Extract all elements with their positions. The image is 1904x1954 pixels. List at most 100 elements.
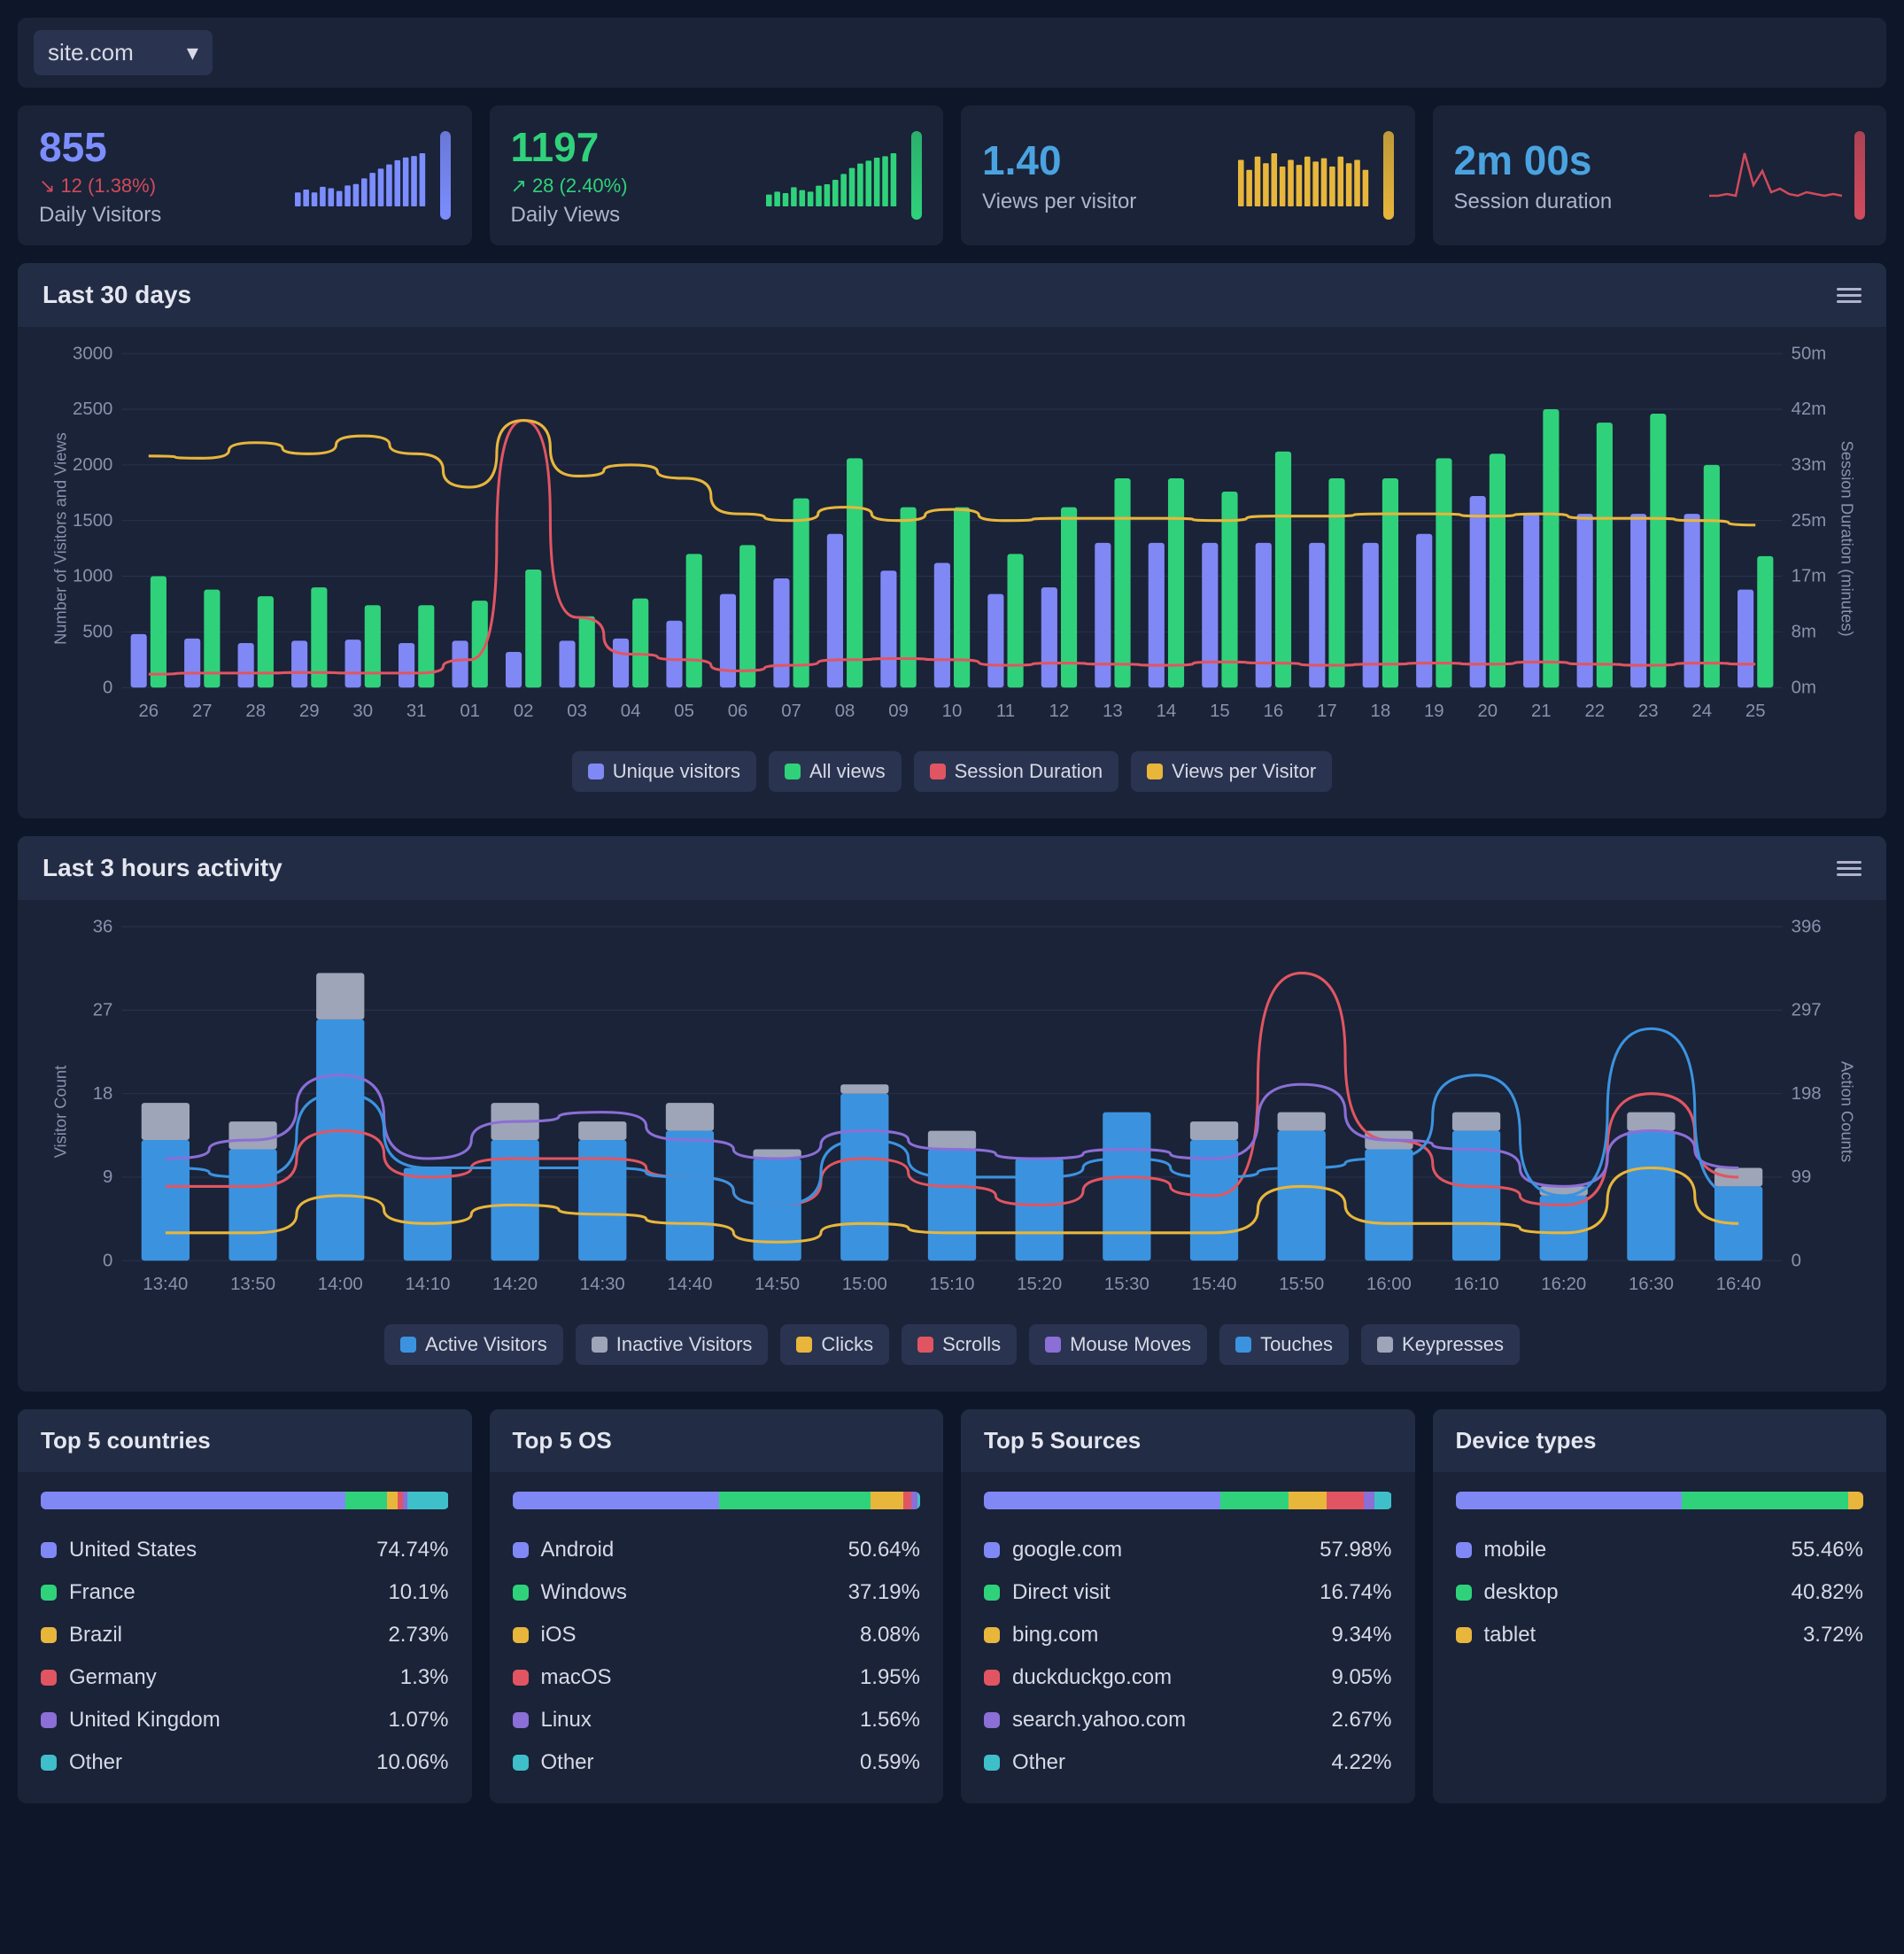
svg-text:31: 31 bbox=[406, 702, 427, 721]
stacked-bar-segment bbox=[1327, 1492, 1364, 1509]
legend-item[interactable]: All views bbox=[769, 751, 902, 792]
list-item-pct: 57.98% bbox=[1320, 1538, 1391, 1562]
legend-item[interactable]: Clicks bbox=[780, 1324, 889, 1365]
legend-item[interactable]: Touches bbox=[1219, 1324, 1349, 1365]
list-item-pct: 74.74% bbox=[376, 1538, 448, 1562]
svg-text:13:40: 13:40 bbox=[143, 1275, 188, 1294]
list-item: google.com 57.98% bbox=[984, 1529, 1392, 1571]
list-item-label: mobile bbox=[1484, 1538, 1792, 1562]
kpi-indicator-bar bbox=[911, 131, 922, 220]
svg-text:14:00: 14:00 bbox=[318, 1275, 363, 1294]
list-item: France 10.1% bbox=[41, 1571, 449, 1614]
kpi-card: 855↘12 (1.38%)Daily Visitors bbox=[18, 105, 472, 245]
stacked-bar-segment bbox=[903, 1492, 911, 1509]
kpi-value: 1.40 bbox=[982, 136, 1238, 184]
list-card: Top 5 OS Android 50.64% Windows 37.19% i… bbox=[490, 1409, 944, 1803]
list-item-pct: 37.19% bbox=[848, 1580, 920, 1605]
list-item-label: bing.com bbox=[1012, 1623, 1331, 1648]
svg-text:15:10: 15:10 bbox=[930, 1275, 975, 1294]
kpi-card: 2m 00sSession duration bbox=[1433, 105, 1887, 245]
list-item: Germany 1.3% bbox=[41, 1656, 449, 1699]
svg-text:15:20: 15:20 bbox=[1017, 1275, 1062, 1294]
list-color-swatch bbox=[1456, 1585, 1472, 1601]
list-item-label: iOS bbox=[541, 1623, 860, 1648]
svg-text:13: 13 bbox=[1103, 702, 1123, 721]
list-item-label: Linux bbox=[541, 1708, 860, 1733]
legend-item[interactable]: Scrolls bbox=[902, 1324, 1017, 1365]
list-item-label: duckduckgo.com bbox=[1012, 1665, 1331, 1690]
legend-item[interactable]: Views per Visitor bbox=[1131, 751, 1332, 792]
list-color-swatch bbox=[41, 1670, 57, 1686]
stacked-bar bbox=[984, 1492, 1392, 1509]
svg-text:16:40: 16:40 bbox=[1716, 1275, 1761, 1294]
legend-item[interactable]: Active Visitors bbox=[384, 1324, 563, 1365]
list-color-swatch bbox=[984, 1585, 1000, 1601]
list-item-label: Germany bbox=[69, 1665, 400, 1690]
panel-3h: Last 3 hours activity 091827360991982973… bbox=[18, 836, 1886, 1392]
svg-text:18: 18 bbox=[1371, 702, 1391, 721]
list-color-swatch bbox=[1456, 1542, 1472, 1558]
legend-item[interactable]: Session Duration bbox=[914, 751, 1119, 792]
svg-text:9: 9 bbox=[103, 1167, 112, 1187]
stacked-bar-segment bbox=[984, 1492, 1220, 1509]
list-item-pct: 4.22% bbox=[1331, 1750, 1391, 1775]
svg-text:42m: 42m bbox=[1792, 399, 1827, 419]
legend-swatch bbox=[592, 1337, 608, 1353]
legend-item[interactable]: Unique visitors bbox=[572, 751, 756, 792]
list-item-label: tablet bbox=[1484, 1623, 1803, 1648]
kpi-label: Daily Views bbox=[511, 203, 767, 228]
svg-text:21: 21 bbox=[1531, 702, 1552, 721]
svg-text:0m: 0m bbox=[1792, 678, 1816, 697]
svg-text:Session Duration (minutes): Session Duration (minutes) bbox=[1838, 441, 1854, 637]
legend-swatch bbox=[1045, 1337, 1061, 1353]
list-title: Top 5 OS bbox=[490, 1409, 944, 1472]
list-item: Windows 37.19% bbox=[513, 1571, 921, 1614]
stacked-bar-segment bbox=[871, 1492, 903, 1509]
top-bar: site.com ▾ bbox=[18, 18, 1886, 88]
legend-item[interactable]: Keypresses bbox=[1361, 1324, 1520, 1365]
list-color-swatch bbox=[41, 1712, 57, 1728]
list-color-swatch bbox=[984, 1542, 1000, 1558]
kpi-sparkline bbox=[295, 144, 428, 206]
legend-swatch bbox=[1147, 764, 1163, 779]
list-item: iOS 8.08% bbox=[513, 1614, 921, 1656]
list-item: Linux 1.56% bbox=[513, 1699, 921, 1741]
list-item: bing.com 9.34% bbox=[984, 1614, 1392, 1656]
svg-text:20: 20 bbox=[1477, 702, 1498, 721]
stacked-bar bbox=[41, 1492, 449, 1509]
list-item: Android 50.64% bbox=[513, 1529, 921, 1571]
stacked-bar-segment bbox=[1364, 1492, 1374, 1509]
panel-3h-title: Last 3 hours activity bbox=[43, 854, 283, 882]
list-item-pct: 1.3% bbox=[400, 1665, 449, 1690]
legend-item[interactable]: Inactive Visitors bbox=[576, 1324, 769, 1365]
list-item-label: United States bbox=[69, 1538, 376, 1562]
svg-text:25m: 25m bbox=[1792, 511, 1827, 531]
svg-text:14: 14 bbox=[1157, 702, 1177, 721]
svg-text:36: 36 bbox=[93, 918, 113, 936]
svg-text:30: 30 bbox=[352, 702, 373, 721]
kpi-indicator-bar bbox=[1854, 131, 1865, 220]
panel-menu-icon[interactable] bbox=[1837, 288, 1861, 303]
svg-text:16:20: 16:20 bbox=[1541, 1275, 1586, 1294]
kpi-delta: ↗28 (2.40%) bbox=[511, 174, 767, 198]
trend-up-icon: ↗ bbox=[511, 174, 527, 198]
svg-text:17m: 17m bbox=[1792, 567, 1827, 586]
list-item-label: Other bbox=[69, 1750, 376, 1775]
svg-text:50m: 50m bbox=[1792, 345, 1827, 363]
svg-text:16:30: 16:30 bbox=[1629, 1275, 1674, 1294]
stacked-bar-segment bbox=[1682, 1492, 1848, 1509]
legend-30days: Unique visitors All views Session Duration… bbox=[50, 751, 1854, 792]
list-item-label: Brazil bbox=[69, 1623, 388, 1648]
stacked-bar-segment bbox=[1848, 1492, 1863, 1509]
panel-menu-icon[interactable] bbox=[1837, 861, 1861, 876]
svg-text:19: 19 bbox=[1424, 702, 1444, 721]
list-color-swatch bbox=[984, 1627, 1000, 1643]
site-selector[interactable]: site.com ▾ bbox=[34, 30, 213, 75]
svg-text:99: 99 bbox=[1792, 1167, 1812, 1187]
svg-text:396: 396 bbox=[1792, 918, 1822, 936]
legend-item[interactable]: Mouse Moves bbox=[1029, 1324, 1207, 1365]
list-color-swatch bbox=[984, 1670, 1000, 1686]
list-item-label: macOS bbox=[541, 1665, 860, 1690]
kpi-value: 1197 bbox=[511, 123, 767, 171]
kpi-value: 855 bbox=[39, 123, 295, 171]
